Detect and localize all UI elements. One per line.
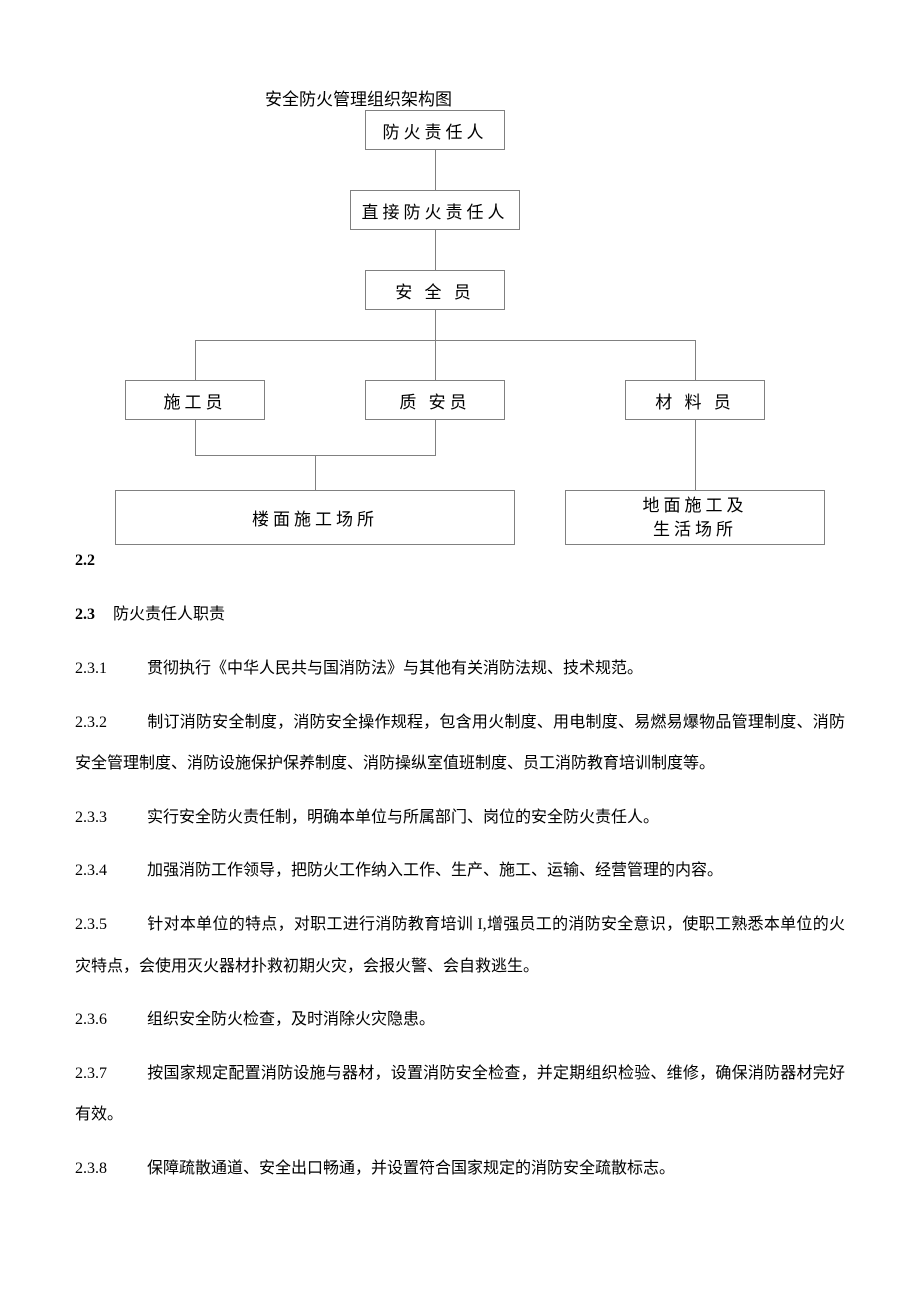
heading-number: 2.3 (75, 606, 95, 623)
connector (195, 340, 695, 341)
node-direct-owner: 直接防火责任人 (350, 190, 520, 230)
item-2.3.4: 2.3.4加强消防工作领导，把防火工作纳入工作、生产、施工、运输、经营管理的内容… (75, 850, 845, 892)
connector (195, 340, 196, 380)
item-2.3.8: 2.3.8保障疏散通道、安全出口畅通，并设置符合国家规定的消防安全疏散标志。 (75, 1148, 845, 1190)
item-text: 按国家规定配置消防设施与器材，设置消防安全检查，并定期组织检验、维修，确保消防器… (75, 1065, 845, 1124)
node-construction: 施工员 (125, 380, 265, 420)
item-number: 2.3.7 (75, 1053, 147, 1095)
item-number: 2.3.6 (75, 999, 147, 1041)
connector (315, 455, 316, 490)
item-text: 实行安全防火责任制，明确本单位与所属部门、岗位的安全防火责任人。 (147, 809, 659, 826)
node-qa: 质 安员 (365, 380, 505, 420)
item-number: 2.3.2 (75, 702, 147, 744)
item-2.3.5: 2.3.5针对本单位的特点，对职工进行消防教育培训 I,增强员工的消防安全意识，… (75, 904, 845, 987)
heading-2.3: 2.3 防火责任人职责 (75, 600, 845, 624)
node-ground-line2: 生活场所 (653, 518, 737, 542)
item-text: 针对本单位的特点，对职工进行消防教育培训 I,增强员工的消防安全意识，使职工熟悉… (75, 916, 845, 975)
node-material: 材 料 员 (625, 380, 765, 420)
connector (435, 150, 436, 190)
item-number: 2.3.8 (75, 1148, 147, 1190)
node-ground-site: 地面施工及 生活场所 (565, 490, 825, 545)
chart-title: 安全防火管理组织架构图 (265, 85, 452, 110)
node-ground-line1: 地面施工及 (643, 494, 748, 518)
org-chart-container: 安全防火管理组织架构图 防火责任人 直接防火责任人 安 全 员 施工员 质 安员… (75, 70, 845, 570)
item-number: 2.3.3 (75, 797, 147, 839)
section-2.2-number: 2.2 (75, 552, 95, 570)
body-text: 2.3 防火责任人职责 2.3.1贯彻执行《中华人民共与国消防法》与其他有关消防法… (75, 600, 845, 1190)
item-2.3.1: 2.3.1贯彻执行《中华人民共与国消防法》与其他有关消防法规、技术规范。 (75, 648, 845, 690)
connector (195, 420, 196, 455)
connector (695, 420, 696, 490)
connector (435, 230, 436, 270)
item-2.3.6: 2.3.6组织安全防火检查，及时消除火灾隐患。 (75, 999, 845, 1041)
connector (695, 340, 696, 380)
item-text: 组织安全防火检查，及时消除火灾隐患。 (147, 1011, 435, 1028)
heading-text: 防火责任人职责 (113, 606, 225, 623)
item-2.3.3: 2.3.3实行安全防火责任制，明确本单位与所属部门、岗位的安全防火责任人。 (75, 797, 845, 839)
item-text: 加强消防工作领导，把防火工作纳入工作、生产、施工、运输、经营管理的内容。 (147, 862, 723, 879)
connector (435, 340, 436, 380)
item-text: 贯彻执行《中华人民共与国消防法》与其他有关消防法规、技术规范。 (147, 660, 643, 677)
item-text: 制订消防安全制度，消防安全操作规程，包含用火制度、用电制度、易燃易爆物品管理制度… (75, 714, 845, 773)
node-fire-owner: 防火责任人 (365, 110, 505, 150)
item-2.3.7: 2.3.7按国家规定配置消防设施与器材，设置消防安全检查，并定期组织检验、维修，… (75, 1053, 845, 1136)
connector (435, 310, 436, 340)
item-text: 保障疏散通道、安全出口畅通，并设置符合国家规定的消防安全疏散标志。 (147, 1160, 675, 1177)
node-safety-officer: 安 全 员 (365, 270, 505, 310)
item-number: 2.3.5 (75, 904, 147, 946)
item-number: 2.3.1 (75, 648, 147, 690)
item-number: 2.3.4 (75, 850, 147, 892)
node-floor-site: 楼面施工场所 (115, 490, 515, 545)
item-2.3.2: 2.3.2制订消防安全制度，消防安全操作规程，包含用火制度、用电制度、易燃易爆物… (75, 702, 845, 785)
connector (435, 420, 436, 455)
